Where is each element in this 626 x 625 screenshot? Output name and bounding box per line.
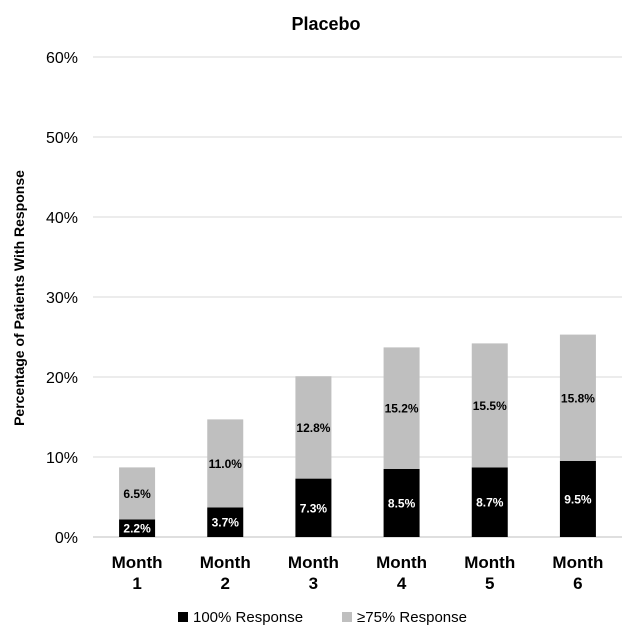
legend-label-1: 100% Response bbox=[193, 609, 303, 625]
data-label-2-month-3: 12.8% bbox=[296, 421, 330, 435]
data-label-2-month-6: 15.8% bbox=[561, 391, 595, 405]
data-label-2-month-1: 6.5% bbox=[123, 487, 151, 501]
y-tick-label-60: 60% bbox=[46, 50, 78, 67]
x-tick-label-6: Month 6 bbox=[552, 553, 603, 593]
y-tick-label-40: 40% bbox=[46, 210, 78, 227]
data-label-2-month-4: 15.2% bbox=[385, 402, 419, 416]
bar-segment-2-month-4 bbox=[383, 347, 420, 469]
y-tick-label-20: 20% bbox=[46, 370, 78, 387]
bar-segment-2-month-1 bbox=[119, 467, 156, 520]
x-tick-label-2: Month 2 bbox=[200, 553, 251, 593]
legend: 100% Response ≥75% Response bbox=[178, 609, 467, 625]
y-tick-label-10: 10% bbox=[46, 450, 78, 467]
data-label-1-month-4: 8.5% bbox=[388, 497, 416, 511]
data-label-1-month-6: 9.5% bbox=[564, 493, 592, 507]
bar-segment-2-month-6 bbox=[559, 334, 596, 461]
x-tick-label-5: Month 5 bbox=[464, 553, 515, 593]
gridlines bbox=[93, 56, 622, 538]
bar-segment-1-month-2 bbox=[207, 507, 244, 537]
x-tick-label-3: Month 3 bbox=[288, 553, 339, 593]
y-tick-label-30: 30% bbox=[46, 290, 78, 307]
y-tick-label-0: 0% bbox=[55, 530, 78, 547]
y-axis-label: Percentage of Patients With Response bbox=[11, 170, 27, 426]
y-tick-label-50: 50% bbox=[46, 130, 78, 147]
legend-label-2: ≥75% Response bbox=[357, 609, 467, 625]
bar-segment-2-month-3 bbox=[295, 376, 332, 479]
data-label-2-month-2: 11.0% bbox=[209, 457, 243, 471]
bar-segment-1-month-4 bbox=[383, 469, 420, 537]
data-label-1-month-5: 8.7% bbox=[476, 496, 504, 510]
x-tick-label-4: Month 4 bbox=[376, 553, 427, 593]
y-tick-labels: 0% 10% 20% 30% 40% 50% 60% bbox=[46, 50, 78, 547]
x-tick-labels: Month 1 Month 2 Month 3 Month 4 Month 5 Month 6 bbox=[112, 553, 604, 593]
chart-title: Placebo bbox=[291, 14, 360, 34]
data-label-1-month-2: 3.7% bbox=[212, 516, 240, 530]
bar-segment-2-month-5 bbox=[471, 343, 508, 468]
x-tick-label-1: Month 1 bbox=[112, 553, 163, 593]
bar-segment-1-month-1 bbox=[119, 519, 156, 537]
bar-segment-1-month-3 bbox=[295, 478, 332, 537]
bars: 2.2% 6.5% 3.7% 11.0% 7.3% 12.8% 8.5% 15.2% 8.7% 1… bbox=[119, 334, 596, 537]
data-label-1-month-1: 2.2% bbox=[123, 522, 151, 536]
data-label-2-month-5: 15.5% bbox=[473, 399, 507, 413]
bar-segment-1-month-5 bbox=[471, 467, 508, 537]
data-label-1-month-3: 7.3% bbox=[300, 501, 328, 515]
legend-swatch-2 bbox=[342, 612, 352, 622]
legend-swatch-1 bbox=[178, 612, 188, 622]
bar-segment-1-month-6 bbox=[559, 461, 596, 537]
bar-segment-2-month-2 bbox=[207, 419, 244, 508]
